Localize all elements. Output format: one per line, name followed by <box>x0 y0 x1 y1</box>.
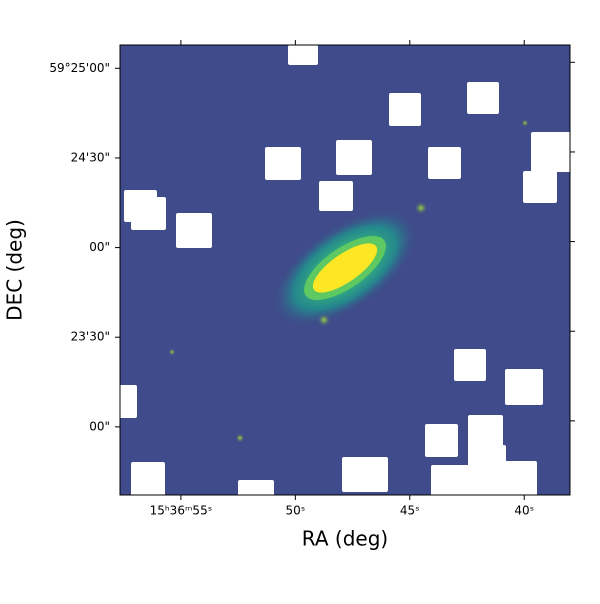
x-tick-label: 40ˢ <box>514 504 534 518</box>
y-tick-label: 59°25'00" <box>49 61 110 75</box>
galaxy <box>271 208 419 328</box>
star <box>521 119 529 127</box>
masks <box>120 45 570 495</box>
star <box>317 313 331 327</box>
star <box>168 348 176 356</box>
sky-image <box>120 45 570 495</box>
star <box>235 433 245 443</box>
x-tick-label: 15ʰ36ᵐ55ˢ <box>150 504 213 518</box>
star <box>414 201 428 215</box>
x-tick-label: 50ˢ <box>285 504 305 518</box>
x-axis-label: RA (deg) <box>302 527 388 551</box>
y-tick-label: 24'30" <box>71 150 110 164</box>
y-tick-label: 00" <box>89 419 110 433</box>
y-tick-label: 00" <box>89 240 110 254</box>
y-axis-label: DEC (deg) <box>3 219 27 321</box>
y-tick-label: 23'30" <box>71 330 110 344</box>
plot-frame <box>119 44 571 496</box>
x-tick-label: 45ˢ <box>400 504 420 518</box>
